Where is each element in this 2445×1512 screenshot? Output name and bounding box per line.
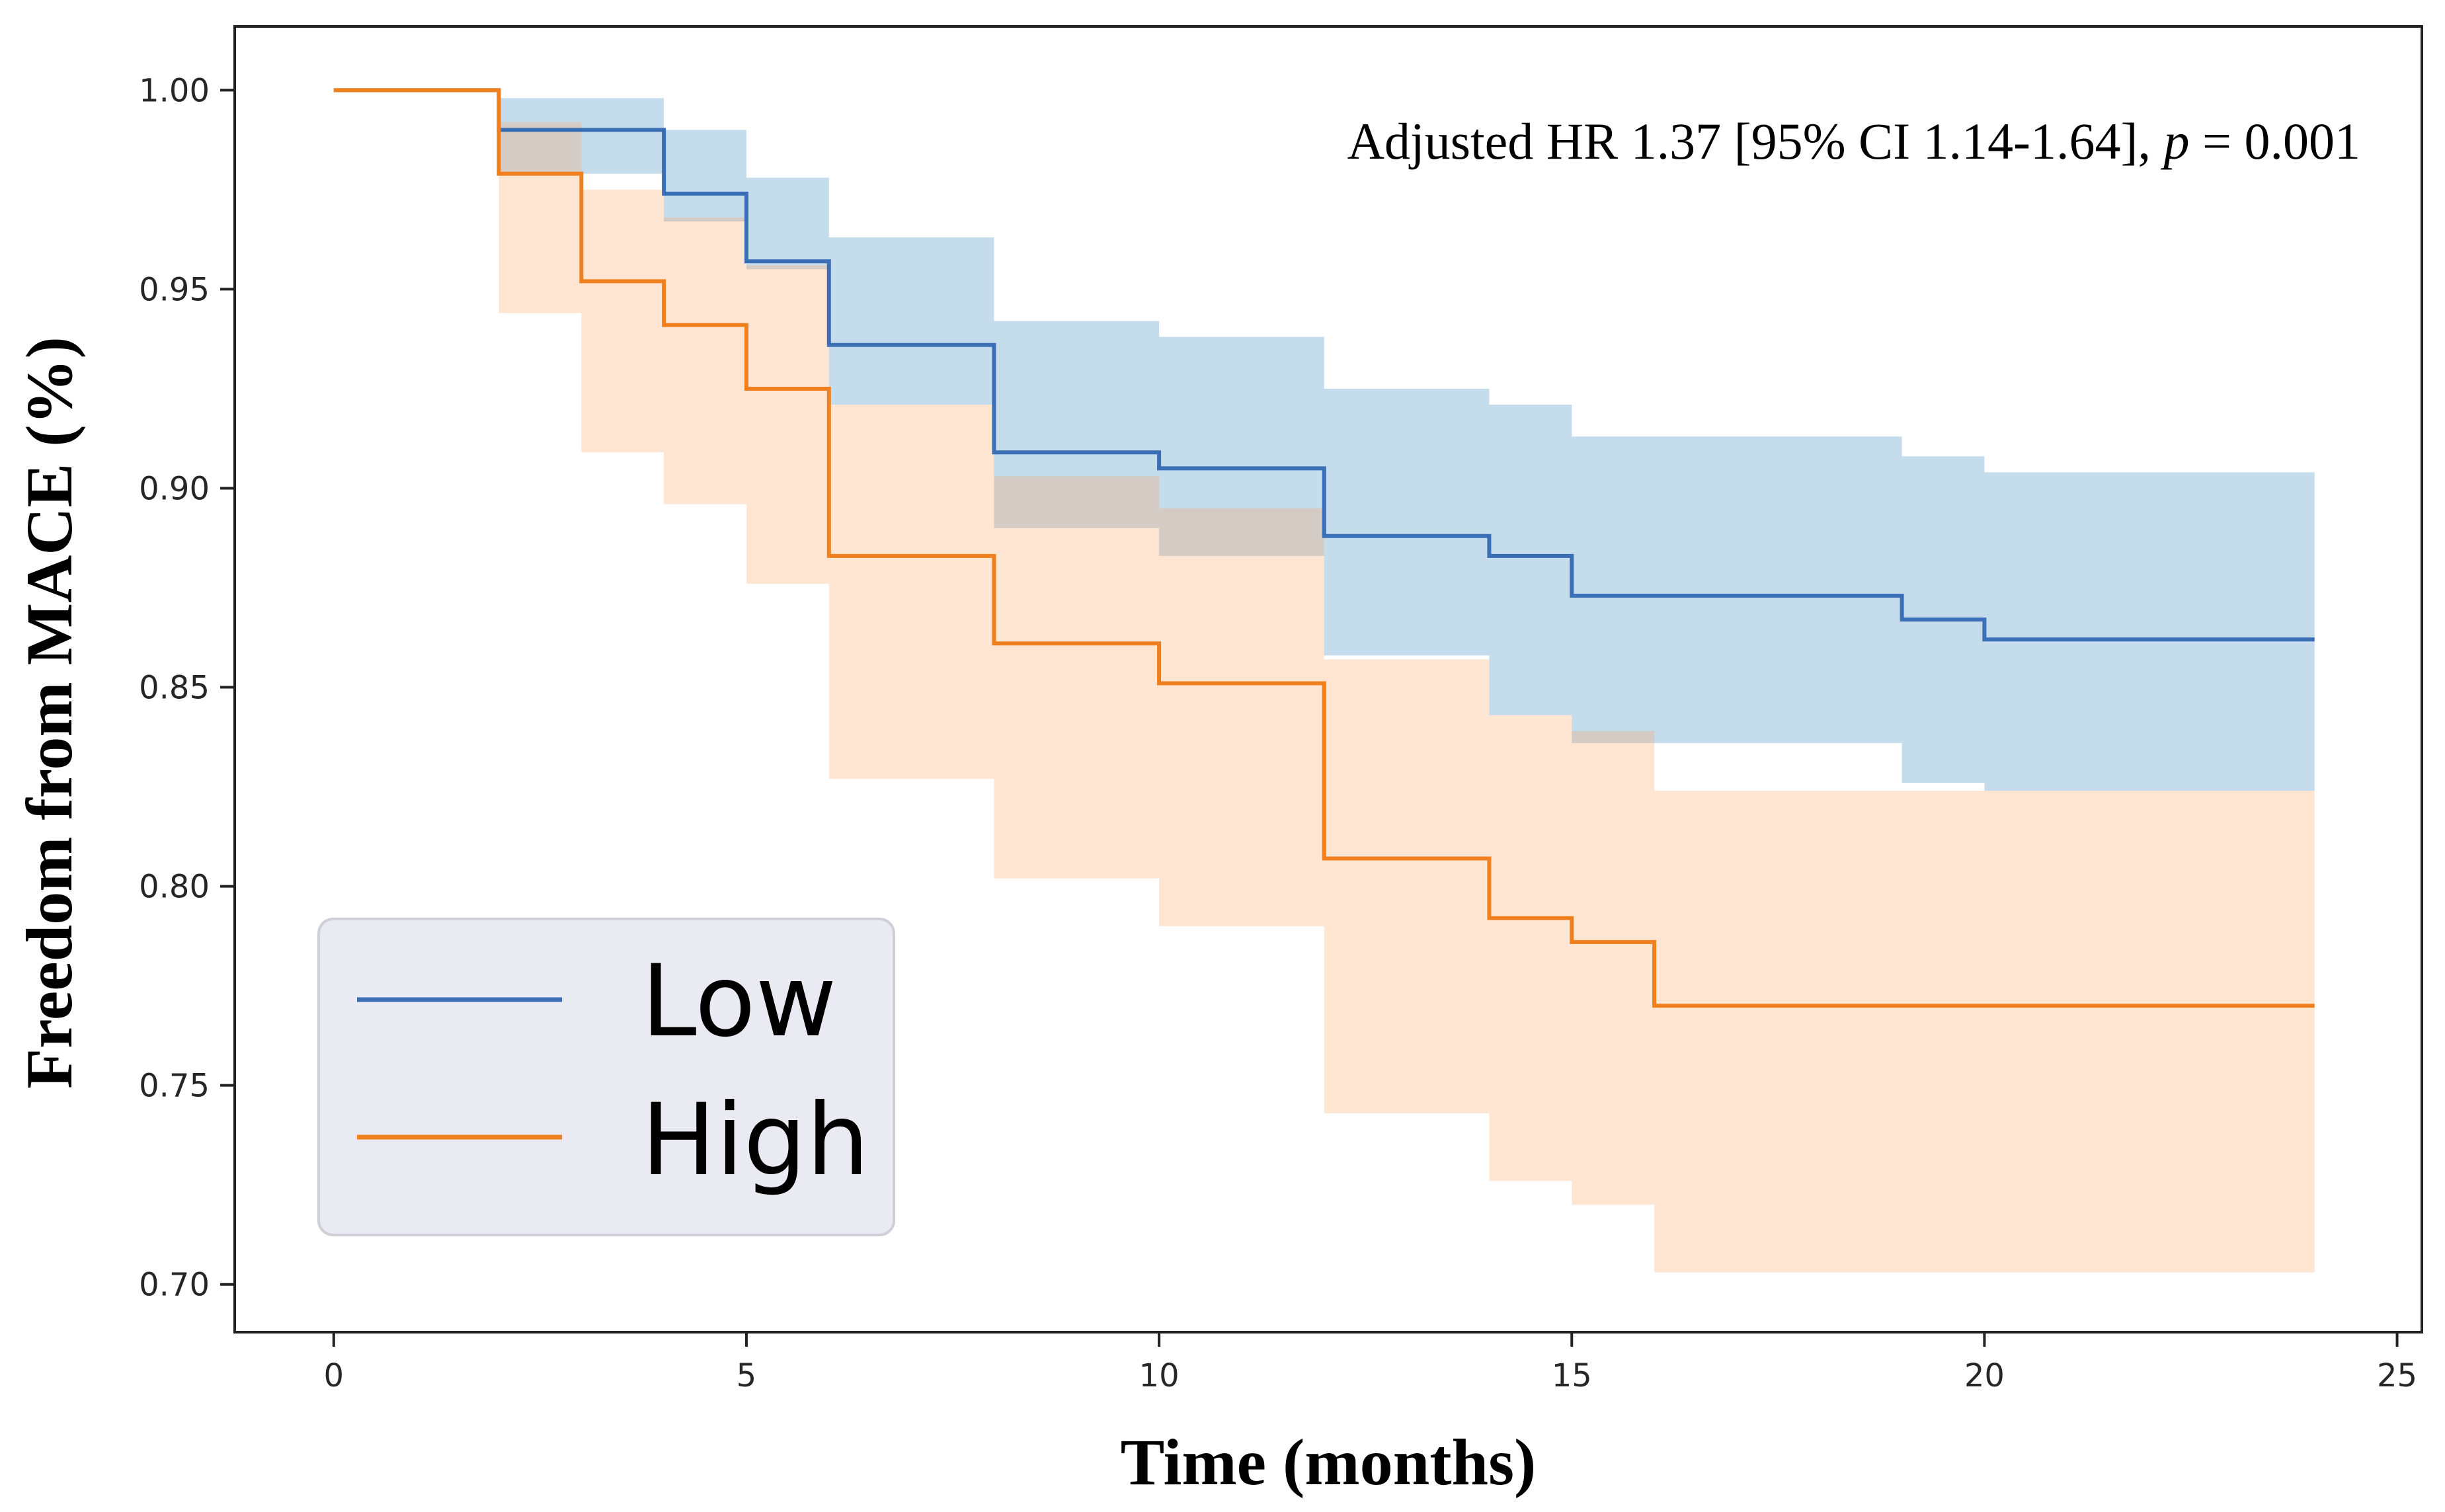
x-axis-title: Time (months): [1121, 1425, 1537, 1499]
y-tick-label: 0.90: [139, 470, 210, 507]
x-tick-label: 15: [1552, 1357, 1592, 1394]
y-tick-label: 0.85: [139, 670, 210, 707]
y-axis-ticks: 0.70 0.75 0.80 0.85 0.90 0.95 1.00: [139, 72, 235, 1304]
x-axis-ticks: 0 5 10 15 20 25: [324, 1332, 2417, 1394]
survival-line-low: [333, 88, 2315, 642]
y-tick-label: 0.70: [139, 1267, 210, 1304]
y-tick-label: 0.75: [139, 1068, 210, 1105]
x-tick-label: 20: [1964, 1357, 2005, 1394]
legend: Low High: [317, 918, 895, 1236]
x-tick-label: 0: [324, 1357, 344, 1394]
survival-lines: [333, 88, 2315, 1008]
y-tick-label: 0.95: [139, 271, 210, 308]
legend-label-low: Low: [641, 944, 836, 1059]
plot-area-frame: [233, 25, 2423, 1333]
ci-band-high: [333, 90, 2315, 1273]
x-tick-label: 25: [2377, 1357, 2417, 1394]
legend-label-high: High: [641, 1083, 869, 1198]
y-axis-title: Freedom from MACE (%): [13, 337, 86, 1089]
hr-annotation: Adjusted HR 1.37 [95% CI 1.14-1.64], p =…: [1347, 112, 2360, 170]
survival-line-high: [333, 88, 2315, 1008]
y-tick-label: 0.80: [139, 869, 210, 906]
x-tick-label: 10: [1139, 1357, 1180, 1394]
x-tick-label: 5: [737, 1357, 757, 1394]
y-tick-label: 1.00: [139, 72, 210, 109]
